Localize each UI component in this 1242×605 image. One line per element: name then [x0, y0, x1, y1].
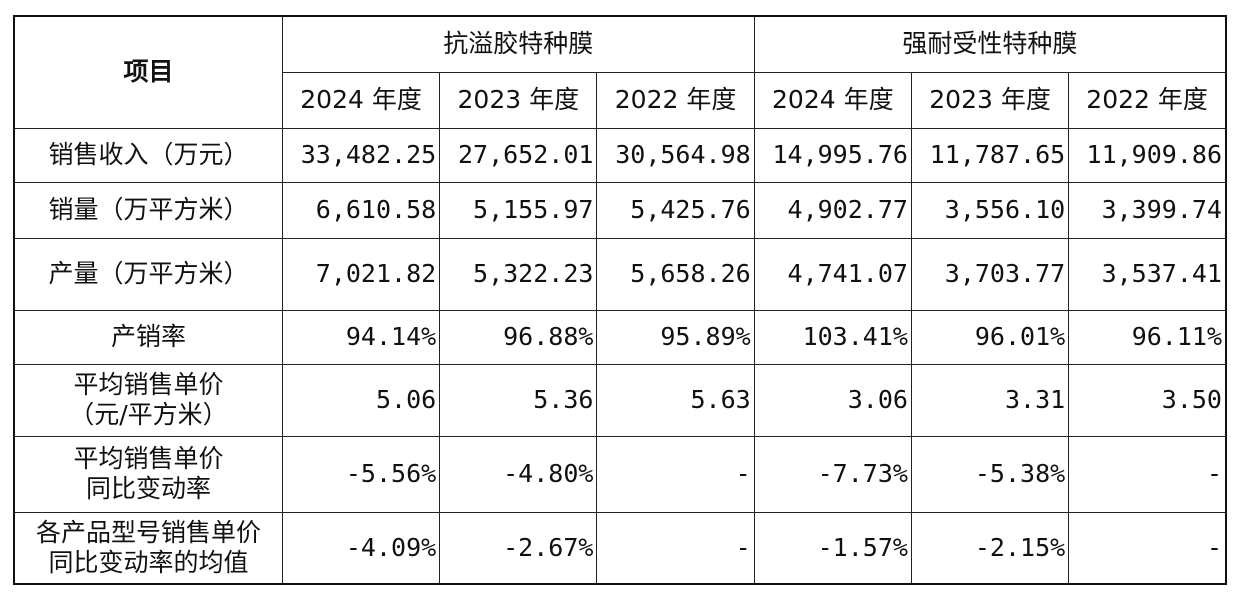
row-label: 产量（万平方米）	[13, 237, 283, 311]
table-cell: 95.89%	[596, 309, 755, 365]
table-cell: 3.06	[753, 363, 912, 437]
row-label: 平均销售单价 同比变动率	[13, 435, 283, 513]
table-cell: -2.67%	[439, 511, 598, 585]
table-container: 项目 抗溢胶特种膜 强耐受性特种膜 2024 年度 2023 年度 2022 年…	[13, 15, 1227, 585]
table-cell: 3.50	[1068, 363, 1227, 437]
table-cell: -	[1068, 511, 1227, 585]
table-cell: -2.15%	[910, 511, 1070, 585]
sales-data-table: 项目 抗溢胶特种膜 强耐受性特种膜 2024 年度 2023 年度 2022 年…	[13, 15, 1227, 585]
table-cell: 4,902.77	[753, 181, 912, 239]
table-cell: 5,155.97	[439, 181, 598, 239]
table-cell: -5.56%	[281, 435, 441, 513]
row-label: 各产品型号销售单价 同比变动率的均值	[13, 511, 283, 585]
table-cell: 3.31	[910, 363, 1070, 437]
table-row-sales-revenue: 销售收入（万元） 33,482.25 27,652.01 30,564.98 1…	[13, 127, 1227, 183]
table-row-model-price-yoy-mean: 各产品型号销售单价 同比变动率的均值 -4.09% -2.67% - -1.57…	[13, 511, 1227, 585]
table-row-average-unit-price: 平均销售单价 （元/平方米） 5.06 5.36 5.63 3.06 3.31 …	[13, 363, 1227, 437]
group-header-anti-overflow-film: 抗溢胶特种膜	[281, 15, 755, 73]
year-header: 2023 年度	[439, 71, 598, 129]
table-cell: -	[596, 435, 755, 513]
table-cell: 5.63	[596, 363, 755, 437]
table-cell: 7,021.82	[281, 237, 441, 311]
table-cell: 3,703.77	[910, 237, 1070, 311]
table-cell: 96.01%	[910, 309, 1070, 365]
table-cell: 3,399.74	[1068, 181, 1227, 239]
table-cell: 96.88%	[439, 309, 598, 365]
row-label: 平均销售单价 （元/平方米）	[13, 363, 283, 437]
year-header: 2023 年度	[910, 71, 1070, 129]
header-row-groups: 项目 抗溢胶特种膜 强耐受性特种膜	[13, 15, 1227, 129]
table-row-production-volume: 产量（万平方米） 7,021.82 5,322.23 5,658.26 4,74…	[13, 237, 1227, 311]
row-label: 销售收入（万元）	[13, 127, 283, 183]
year-header: 2024 年度	[753, 71, 912, 129]
table-row-unit-price-yoy-change: 平均销售单价 同比变动率 -5.56% -4.80% - -7.73% -5.3…	[13, 435, 1227, 513]
year-header: 2024 年度	[281, 71, 441, 129]
table-cell: 14,995.76	[753, 127, 912, 183]
table-cell: 5,658.26	[596, 237, 755, 311]
table-cell: 5,322.23	[439, 237, 598, 311]
table-cell: 5,425.76	[596, 181, 755, 239]
table-cell: 5.36	[439, 363, 598, 437]
table-row-sales-rate: 产销率 94.14% 96.88% 95.89% 103.41% 96.01% …	[13, 309, 1227, 365]
row-label: 销量（万平方米）	[13, 181, 283, 239]
item-header: 项目	[13, 15, 283, 129]
table-cell: -1.57%	[753, 511, 912, 585]
table-cell: -	[1068, 435, 1227, 513]
table-cell: 3,537.41	[1068, 237, 1227, 311]
table-cell: 94.14%	[281, 309, 441, 365]
table-cell: 103.41%	[753, 309, 912, 365]
table-cell: 4,741.07	[753, 237, 912, 311]
table-cell: 33,482.25	[281, 127, 441, 183]
year-header: 2022 年度	[596, 71, 755, 129]
row-label: 产销率	[13, 309, 283, 365]
group-header-high-resistance-film: 强耐受性特种膜	[753, 15, 1227, 73]
table-cell: -4.09%	[281, 511, 441, 585]
table-cell: -4.80%	[439, 435, 598, 513]
table-row-sales-volume: 销量（万平方米） 6,610.58 5,155.97 5,425.76 4,90…	[13, 181, 1227, 239]
table-cell: 5.06	[281, 363, 441, 437]
table-cell: 30,564.98	[596, 127, 755, 183]
table-cell: -	[596, 511, 755, 585]
table-cell: -7.73%	[753, 435, 912, 513]
table-cell: 27,652.01	[439, 127, 598, 183]
table-cell: 11,787.65	[910, 127, 1070, 183]
year-header: 2022 年度	[1068, 71, 1227, 129]
table-cell: 11,909.86	[1068, 127, 1227, 183]
table-cell: 6,610.58	[281, 181, 441, 239]
table-cell: 96.11%	[1068, 309, 1227, 365]
table-cell: -5.38%	[910, 435, 1070, 513]
table-cell: 3,556.10	[910, 181, 1070, 239]
